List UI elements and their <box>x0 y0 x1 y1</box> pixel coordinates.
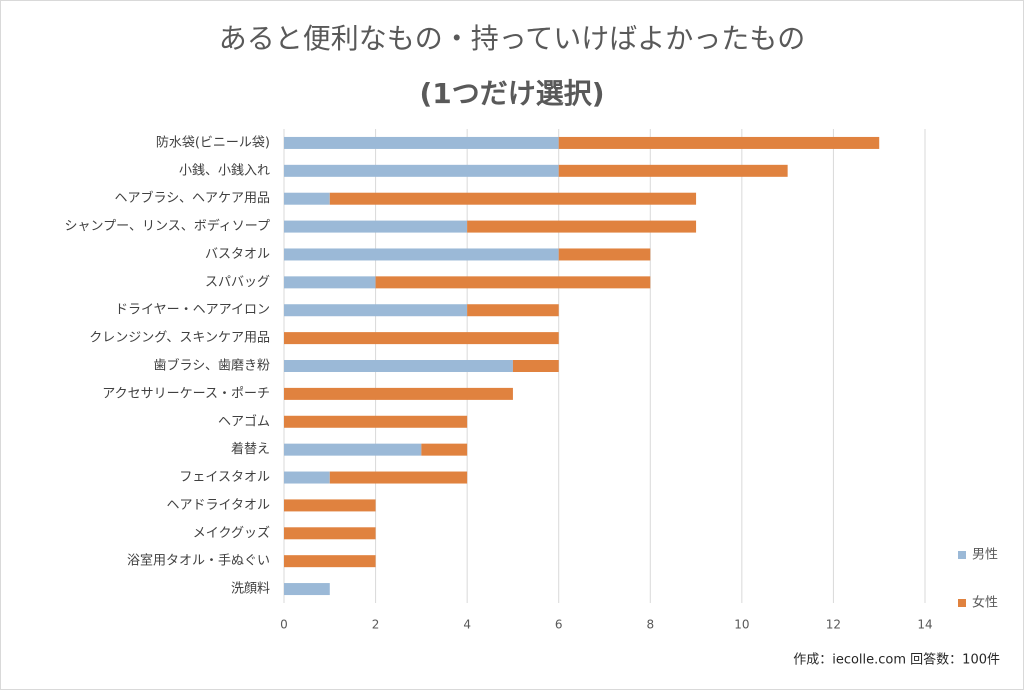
bar-segment <box>284 527 376 540</box>
bar-segment <box>284 415 468 428</box>
legend-swatch <box>958 551 966 559</box>
x-tick-label: 8 <box>646 618 654 632</box>
y-tick-label: アクセサリーケース・ポーチ <box>102 386 270 401</box>
x-tick-label: 10 <box>734 618 749 632</box>
chart-title: あると便利なもの・持っていけばよかったもの <box>219 22 806 55</box>
y-tick-label: ヘアドライタオル <box>167 498 270 513</box>
y-tick-label: 洗顔料 <box>231 582 270 597</box>
y-tick-label: メイクグッズ <box>193 525 270 541</box>
y-tick-label: バスタオル <box>205 247 270 262</box>
bar-segment <box>284 164 559 177</box>
x-tick-label: 4 <box>463 618 471 632</box>
y-tick-label: 浴室用タオル・手ぬぐい <box>127 553 270 569</box>
y-tick-label: クレンジング、スキンケア用品 <box>89 331 270 346</box>
x-tick-label: 6 <box>555 618 563 632</box>
y-tick-label: 防水袋(ビニール袋) <box>156 134 270 150</box>
bar-segment <box>284 192 330 205</box>
legend-swatch <box>958 599 966 607</box>
bar-segment <box>284 471 330 484</box>
bar-segment <box>284 583 330 596</box>
bar-segment <box>329 471 468 484</box>
bar-segment <box>284 248 559 261</box>
bar-segment <box>284 220 468 233</box>
bar-segment <box>284 304 468 317</box>
y-tick-label: フェイスタオル <box>179 470 270 485</box>
y-tick-label: ヘアブラシ、ヘアケア用品 <box>115 190 270 206</box>
bar-segment <box>284 499 376 512</box>
bar-segment <box>284 276 376 289</box>
bar-segment <box>284 387 513 400</box>
x-tick-label: 2 <box>372 618 380 632</box>
bar-segment <box>558 164 788 177</box>
bar-segment <box>284 555 376 568</box>
bar-segment <box>284 443 422 456</box>
bar-segment <box>558 248 651 261</box>
y-tick-label: 小銭、小銭入れ <box>179 163 270 178</box>
chart-subtitle: (1つだけ選択) <box>419 77 604 110</box>
y-tick-label: 歯ブラシ、歯磨き粉 <box>154 358 270 374</box>
legend-label: 女性 <box>972 595 998 611</box>
bar-segment <box>467 304 559 317</box>
bar-segment <box>375 276 651 289</box>
y-tick-label: ドライヤー・ヘアアイロン <box>115 303 270 318</box>
source-note: 作成：iecolle.com 回答数：100件 <box>793 652 1000 668</box>
y-tick-label: ヘアゴム <box>218 413 270 429</box>
bar-segment <box>329 192 697 205</box>
bar-segment <box>467 220 697 233</box>
bar-segment <box>558 136 880 149</box>
x-tick-label: 12 <box>826 618 841 632</box>
x-tick-label: 14 <box>917 618 932 632</box>
y-tick-label: 着替え <box>231 441 270 457</box>
bar-segment <box>284 360 513 372</box>
bar-segment <box>421 443 468 456</box>
bar-segment <box>284 332 559 345</box>
y-tick-label: シャンプー、リンス、ボディソープ <box>64 218 270 234</box>
y-tick-label: スパバッグ <box>205 275 270 290</box>
bar-segment <box>512 360 559 372</box>
legend-label: 男性 <box>972 548 998 563</box>
x-tick-label: 0 <box>280 618 288 632</box>
bar-segment <box>284 136 559 149</box>
